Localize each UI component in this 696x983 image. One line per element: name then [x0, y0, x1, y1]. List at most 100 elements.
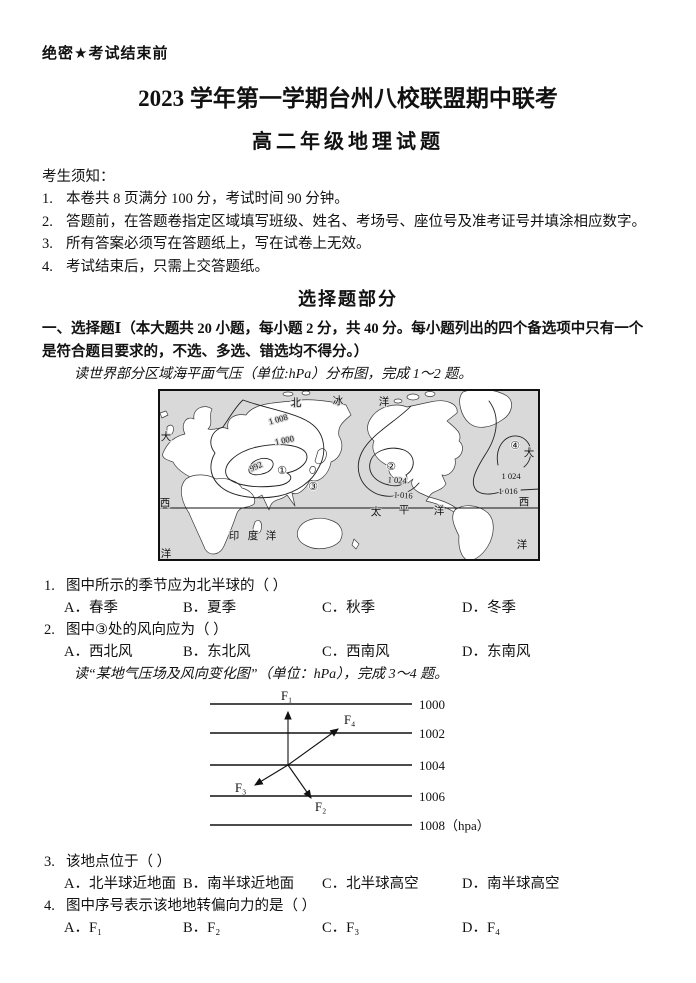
ocean-label: 洋 — [434, 504, 445, 517]
notice-item: 2. 答题前，在答题卷指定区域填写班级、姓名、考场号、座位号及准考证号并填涂相应… — [42, 211, 696, 234]
isobar-contours — [210, 399, 540, 499]
option-c: C．F₃ — [322, 920, 360, 936]
option-d: D．F₄ — [462, 920, 501, 936]
option-d: D．南半球高空 — [462, 876, 560, 892]
question-text: 图中所示的季节应为北半球的（ ） — [66, 578, 288, 594]
option-d: D．东南风 — [462, 644, 531, 660]
force-label-f2: F₂ — [315, 800, 326, 814]
ocean-label: 洋 — [161, 547, 172, 560]
notice-item-text: 所有答案必须写在答题纸上，写在试卷上无效。 — [66, 236, 371, 252]
marker-2: ② — [386, 461, 396, 473]
isobar-lines — [210, 703, 412, 826]
ocean-label: 西 — [160, 498, 171, 509]
force-label-f4: F₄ — [344, 713, 355, 727]
marker-1: ① — [277, 465, 287, 477]
notice-item-text: 考试结束后，只需上交答题纸。 — [66, 258, 269, 275]
force-arrows — [254, 710, 339, 799]
ocean-label: 洋 — [517, 538, 528, 551]
question-number: 4. — [44, 898, 55, 914]
notice-item: 3. 所有答案必须写在答题纸上，写在试卷上无效。 — [42, 233, 696, 256]
part-heading: 选择题部分 — [298, 289, 398, 309]
ocean-label: 洋 — [266, 529, 277, 542]
notice-item-number: 1. — [42, 191, 53, 207]
numbered-markers: ① ② ③ ④ — [276, 439, 521, 494]
notice-item: 1. 本卷共 8 页满分 100 分，考试时间 90 分钟。 — [42, 188, 696, 211]
question-text: 图中③处的风向应为（ ） — [66, 622, 228, 638]
ocean-label: 大 — [161, 430, 172, 443]
option-c: C．西南风 — [322, 644, 390, 660]
isobar-value-labels: 1000 1002 1004 1006 1008（hpa） — [419, 697, 490, 833]
force-arrow-f4 — [287, 728, 339, 766]
ocean-label: 洋 — [379, 395, 390, 408]
question-1: 1. 图中所示的季节应为北半球的（ ） — [44, 575, 696, 597]
option-b: B．F₂ — [183, 920, 221, 936]
isobar-label: 1002 — [419, 726, 445, 741]
question-3-options: A．北半球近地面 B．南半球近地面 C．北半球高空 D．南半球高空 — [64, 873, 696, 895]
marker-3: ③ — [308, 481, 318, 493]
ocean-label: 印 — [229, 530, 240, 542]
option-b: B．夏季 — [183, 600, 237, 616]
secrecy-notice: 绝密★考试结束前 — [42, 46, 169, 62]
isobar-value: 1 016 — [498, 486, 517, 496]
notice-item-number: 2. — [42, 213, 53, 230]
question-text: 图中序号表示该地地转偏向力的是（ ） — [66, 898, 317, 914]
force-arrow-f2 — [287, 764, 312, 799]
ocean-label: 大 — [524, 446, 535, 459]
option-b: B．东北风 — [183, 644, 251, 660]
option-c: C．秋季 — [322, 600, 376, 616]
exam-title: 2023 学年第一学期台州八校联盟期中联考 — [138, 86, 558, 111]
notice-item-text: 本卷共 8 页满分 100 分，考试时间 90 分钟。 — [66, 191, 349, 207]
exam-subtitle: 高二年级地理试题 — [252, 131, 444, 153]
ocean-labels: 北 冰 洋 大 西 洋 印 度 洋 太 平 洋 大 西 洋 — [159, 393, 536, 561]
ocean-label: 北 — [291, 397, 302, 409]
world-pressure-map-figure: 北 冰 洋 大 西 洋 印 度 洋 太 平 洋 大 西 洋 1 008 1 00… — [158, 389, 540, 561]
force-labels: F₁ F₂ F₃ F₄ — [235, 689, 355, 814]
option-a: A．北半球近地面 — [64, 876, 176, 892]
isobar-label: 1006 — [419, 789, 446, 804]
option-a: A．春季 — [64, 600, 118, 616]
ocean-label: 平 — [399, 505, 410, 516]
isobar-value: 1 024 — [387, 474, 408, 485]
question-number: 1. — [44, 578, 55, 594]
option-c: C．北半球高空 — [322, 876, 419, 892]
question-2: 2. 图中③处的风向应为（ ） — [44, 619, 696, 641]
option-a: A．F₁ — [64, 920, 103, 936]
ocean-label: 冰 — [333, 394, 344, 407]
isobar-value: 1 024 — [501, 471, 521, 481]
question-4: 4. 图中序号表示该地地转偏向力的是（ ） — [44, 895, 696, 917]
force-label-f3: F₃ — [235, 781, 246, 795]
force-arrow-f3 — [254, 764, 289, 786]
question-4-options: A．F₁ B．F₂ C．F₃ D．F₄ — [64, 917, 696, 939]
question-2-options: A．西北风 B．东北风 C．西南风 D．东南风 — [64, 641, 696, 663]
section-intro: 一、选择题Ⅰ（本大题共 20 小题，每小题 2 分，共 40 分。每小题列出的四… — [42, 321, 644, 360]
ocean-label: 西 — [519, 497, 530, 508]
question-number: 2. — [44, 622, 55, 638]
question-1-options: A．春季 B．夏季 C．秋季 D．冬季 — [64, 597, 696, 619]
marker-4: ④ — [510, 440, 520, 452]
ocean-label: 度 — [248, 529, 259, 542]
ocean-label: 太 — [371, 505, 382, 518]
isobar-value: 1 016 — [393, 489, 413, 500]
notice-item: 4. 考试结束后，只需上交答题纸。 — [42, 256, 696, 279]
question-3: 3. 该地点位于（ ） — [44, 851, 696, 873]
question-text: 该地点位于（ ） — [66, 854, 172, 870]
wind-diagram: 1000 1002 1004 1006 1008（hpa） F₁ F₂ F₃ F… — [210, 689, 490, 833]
option-b: B．南半球近地面 — [183, 876, 295, 892]
wind-diagram-figure: 1000 1002 1004 1006 1008（hpa） F₁ F₂ F₃ F… — [205, 687, 525, 837]
isobar-label: 1004 — [419, 758, 446, 773]
option-a: A．西北风 — [64, 644, 133, 660]
map-figure-caption: 读世界部分区域海平面气压（单位:hPa）分布图，完成 1～2 题。 — [74, 367, 473, 382]
diagram-figure-caption: 读“某地气压场及风向变化图”（单位：hPa），完成 3～4 题。 — [74, 667, 449, 682]
question-number: 3. — [44, 854, 55, 870]
world-pressure-map: 北 冰 洋 大 西 洋 印 度 洋 太 平 洋 大 西 洋 1 008 1 00… — [158, 389, 540, 561]
map-border — [158, 389, 540, 561]
isobar-label: 1008（hpa） — [419, 818, 490, 833]
option-d: D．冬季 — [462, 600, 516, 616]
candidate-notice-heading: 考生须知： — [42, 169, 115, 185]
notice-item-number: 3. — [42, 236, 53, 252]
notice-item-number: 4. — [42, 258, 53, 275]
force-label-f1: F₁ — [281, 689, 292, 703]
notice-item-text: 答题前，在答题卷指定区域填写班级、姓名、考场号、座位号及准考证号并填涂相应数字。 — [66, 213, 646, 230]
isobar-label: 1000 — [419, 697, 445, 712]
